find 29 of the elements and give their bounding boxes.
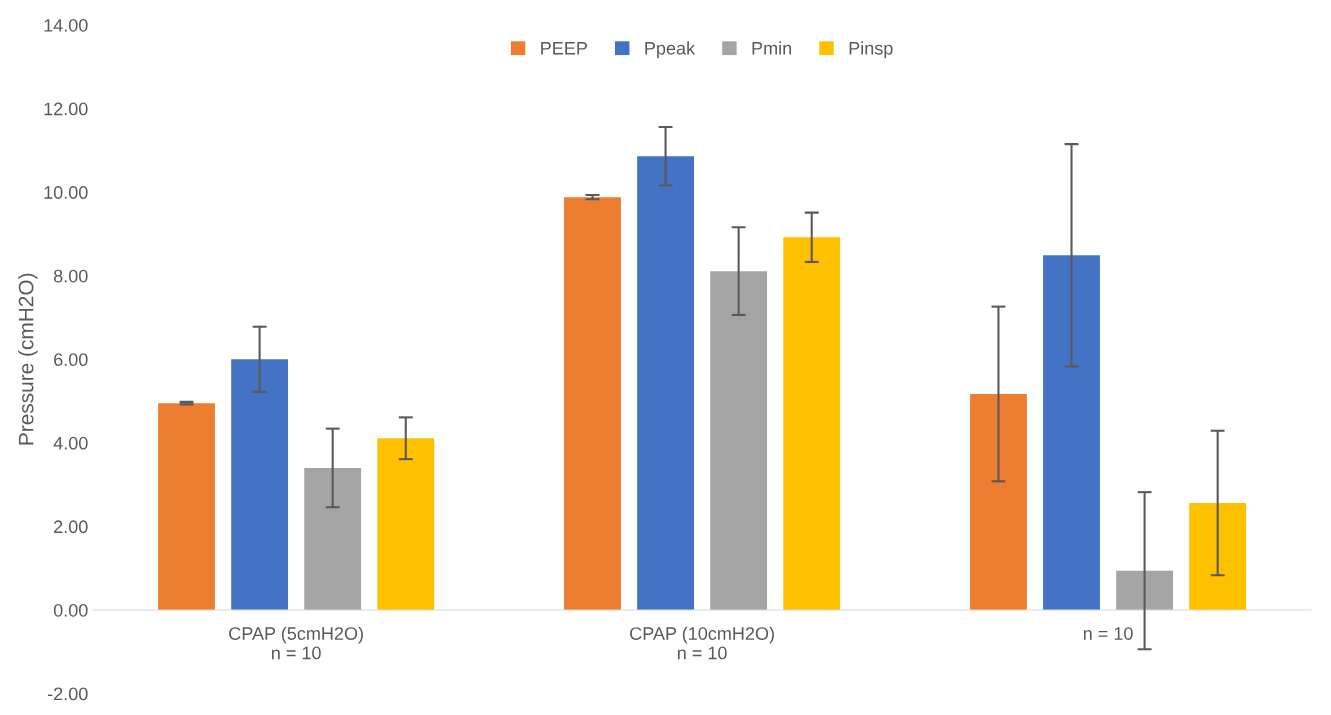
y-tick-label: -2.00: [47, 687, 88, 701]
y-tick-label: 0.00: [53, 603, 88, 617]
bar: [231, 359, 289, 610]
bar: [564, 197, 621, 610]
y-tick-label: 10.00: [44, 186, 88, 199]
bar: [1116, 570, 1174, 610]
y-tick-label: 14.00: [44, 18, 88, 32]
legend-label: Ppeak: [645, 41, 696, 59]
x-tick-label: n = 10: [1083, 627, 1133, 640]
y-tick-label: 6.00: [54, 353, 88, 367]
y-tick-label: 2.00: [54, 520, 88, 534]
bar: [783, 237, 841, 610]
bar: [637, 156, 694, 610]
bar: [1189, 503, 1247, 610]
y-tick-label: 8.00: [53, 269, 88, 283]
y-tick-label: 4.00: [53, 436, 88, 450]
bar: [1043, 255, 1100, 610]
legend-label: PEEP: [541, 42, 587, 55]
bar: [304, 467, 362, 610]
y-axis-title: Pressure (cmH2O): [18, 273, 38, 445]
legend-label: Pmin: [752, 41, 792, 55]
y-tick-label: 12.00: [44, 102, 88, 116]
legend-label: Pinsp: [849, 41, 893, 59]
bar: [158, 403, 215, 610]
bar: [970, 393, 1027, 610]
bar: [377, 438, 435, 610]
bar: [710, 271, 768, 610]
x-tick-label: CPAP (10cmH2O) n = 10: [630, 626, 774, 660]
x-tick-label: CPAP (5cmH2O) n = 10: [229, 626, 363, 660]
